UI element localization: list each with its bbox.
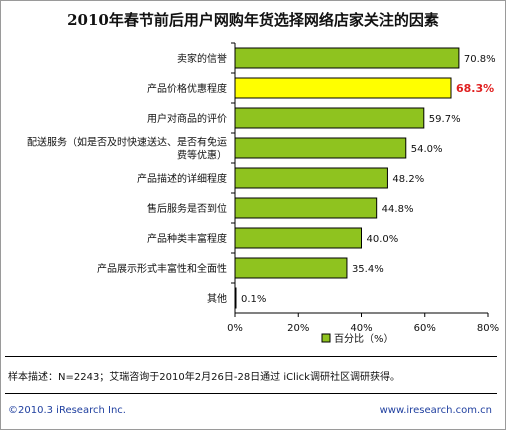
category-label: 其他 <box>207 292 227 305</box>
bar <box>234 107 425 129</box>
bar <box>234 227 362 249</box>
bar <box>234 47 460 69</box>
divider-top <box>5 356 497 357</box>
x-tick-label: 40% <box>350 323 372 334</box>
category-label: 卖家的信誉 <box>177 52 227 65</box>
x-tick-label: 80% <box>477 323 499 334</box>
value-label: 44.8% <box>382 204 414 215</box>
x-tick-label: 0% <box>227 323 243 334</box>
value-label: 40.0% <box>367 234 399 245</box>
bar <box>234 197 378 219</box>
bar <box>234 137 407 159</box>
category-label: 费等优惠） <box>177 149 227 162</box>
category-label: 售后服务是否到位 <box>147 202 227 215</box>
bar <box>234 257 348 279</box>
bar <box>234 287 237 309</box>
value-label: 35.4% <box>352 264 384 275</box>
category-label: 产品展示形式丰富性和全面性 <box>97 262 227 275</box>
x-tick-label: 20% <box>287 323 309 334</box>
value-label: 48.2% <box>392 174 424 185</box>
category-label: 配送服务（如是否及时快速送达、是否有免运 <box>27 136 227 149</box>
value-label: 0.1% <box>241 294 266 305</box>
chart-title: 2010年春节前后用户网购年货选择网络店家关注的因素 <box>67 11 439 29</box>
category-label: 产品种类丰富程度 <box>147 232 227 245</box>
category-label: 用户对商品的评价 <box>147 112 227 125</box>
value-label: 54.0% <box>411 144 443 155</box>
category-label: 产品描述的详细程度 <box>137 172 227 185</box>
bar <box>234 167 388 189</box>
value-label: 68.3% <box>456 82 494 95</box>
legend-label: 百分比（%） <box>334 333 394 345</box>
divider-bottom <box>5 393 497 394</box>
legend-swatch <box>321 333 331 343</box>
copyright-text: ©2010.3 iResearch Inc. <box>8 405 126 416</box>
value-label: 70.8% <box>464 54 496 65</box>
x-tick-label: 60% <box>414 323 436 334</box>
value-label: 59.7% <box>429 114 461 125</box>
sample-note: 样本描述：N=2243；艾瑞咨询于2010年2月26日-28日通过 iClick… <box>8 372 400 383</box>
category-label: 产品价格优惠程度 <box>147 82 227 95</box>
bar-highlight <box>234 77 452 99</box>
website-link[interactable]: www.iresearch.com.cn <box>379 405 492 416</box>
